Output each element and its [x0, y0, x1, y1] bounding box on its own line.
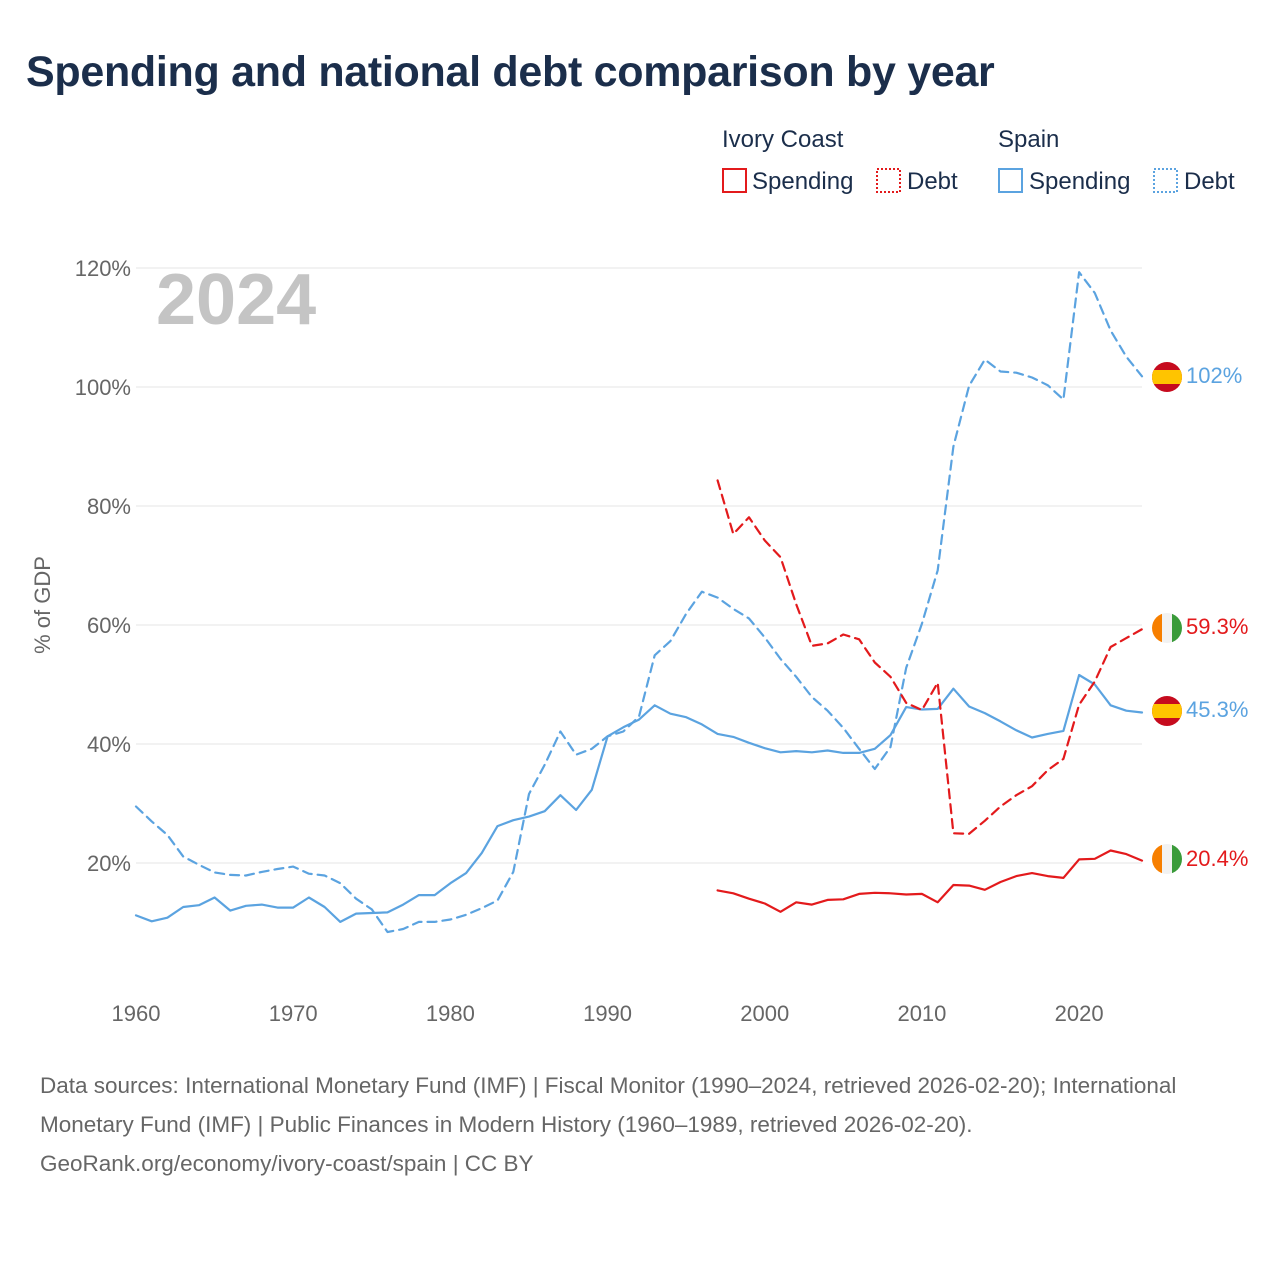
- year-label: 2024: [156, 260, 316, 340]
- series-line-ivory-coast-spending: [716, 849, 1144, 913]
- footer: Data sources: International Monetary Fun…: [40, 1066, 1240, 1183]
- spain-flag-icon: [1152, 696, 1182, 726]
- x-tick-label: 1970: [269, 1001, 318, 1026]
- gridlines: [136, 267, 1142, 864]
- end-label-spain-spending: 45.3%: [1186, 697, 1248, 722]
- ivory-coast-flag-icon: [1152, 613, 1182, 643]
- legend-swatch-spain-spending: [998, 168, 1023, 193]
- y-tick-label: 60%: [87, 613, 131, 638]
- chart-title: Spending and national debt comparison by…: [26, 48, 995, 96]
- y-tick-label: 40%: [87, 732, 131, 757]
- y-tick-label: 120%: [75, 256, 131, 281]
- x-tick-label: 2020: [1055, 1001, 1104, 1026]
- series-line-spain-debt: [134, 271, 1144, 934]
- x-tick-label: 1980: [426, 1001, 475, 1026]
- series-line-spain-spending: [134, 673, 1144, 924]
- ivory-coast-flag-icon: [1152, 844, 1182, 874]
- spain-flag-icon: [1152, 362, 1182, 392]
- legend-swatch-ivory-coast-spending: [722, 168, 747, 193]
- legend-swatch-ivory-coast-debt: [876, 168, 901, 193]
- credit-link[interactable]: GeoRank.org/economy/ivory-coast/spain | …: [40, 1151, 534, 1176]
- end-label-spain-debt: 102%: [1186, 363, 1242, 388]
- line-chart: Ivory Coast Spending Debt Spain Spending…: [30, 126, 1248, 1026]
- y-tick-label: 20%: [87, 851, 131, 876]
- series-lines: [134, 271, 1144, 934]
- data-sources: Data sources: International Monetary Fun…: [40, 1073, 1177, 1137]
- y-tick-label: 100%: [75, 375, 131, 400]
- end-label-ivory-coast-debt: 59.3%: [1186, 614, 1248, 639]
- x-tick-label: 1990: [583, 1001, 632, 1026]
- legend-swatch-spain-debt: [1153, 168, 1178, 193]
- end-label-ivory-coast-spending: 20.4%: [1186, 846, 1248, 871]
- legend: Ivory Coast Spending Debt Spain Spending…: [722, 126, 1235, 195]
- x-tick-label: 2010: [897, 1001, 946, 1026]
- legend-label-ivory-coast-spending: Spending: [752, 168, 853, 195]
- legend-label-ivory-coast-debt: Debt: [907, 168, 958, 195]
- y-axis-label: % of GDP: [30, 556, 55, 654]
- legend-label-spain-debt: Debt: [1184, 168, 1235, 195]
- y-axis-ticks: 20% 40% 60% 80% 100% 120%: [75, 256, 131, 876]
- y-tick-label: 80%: [87, 494, 131, 519]
- legend-group-ivory-coast: Ivory Coast: [722, 126, 844, 153]
- x-tick-label: 2000: [740, 1001, 789, 1026]
- x-axis-ticks: 1960 1970 1980 1990 2000 2010 2020: [112, 1001, 1104, 1026]
- legend-label-spain-spending: Spending: [1029, 168, 1130, 195]
- x-tick-label: 1960: [112, 1001, 161, 1026]
- series-line-ivory-coast-debt: [716, 479, 1144, 835]
- legend-group-spain: Spain: [998, 126, 1059, 153]
